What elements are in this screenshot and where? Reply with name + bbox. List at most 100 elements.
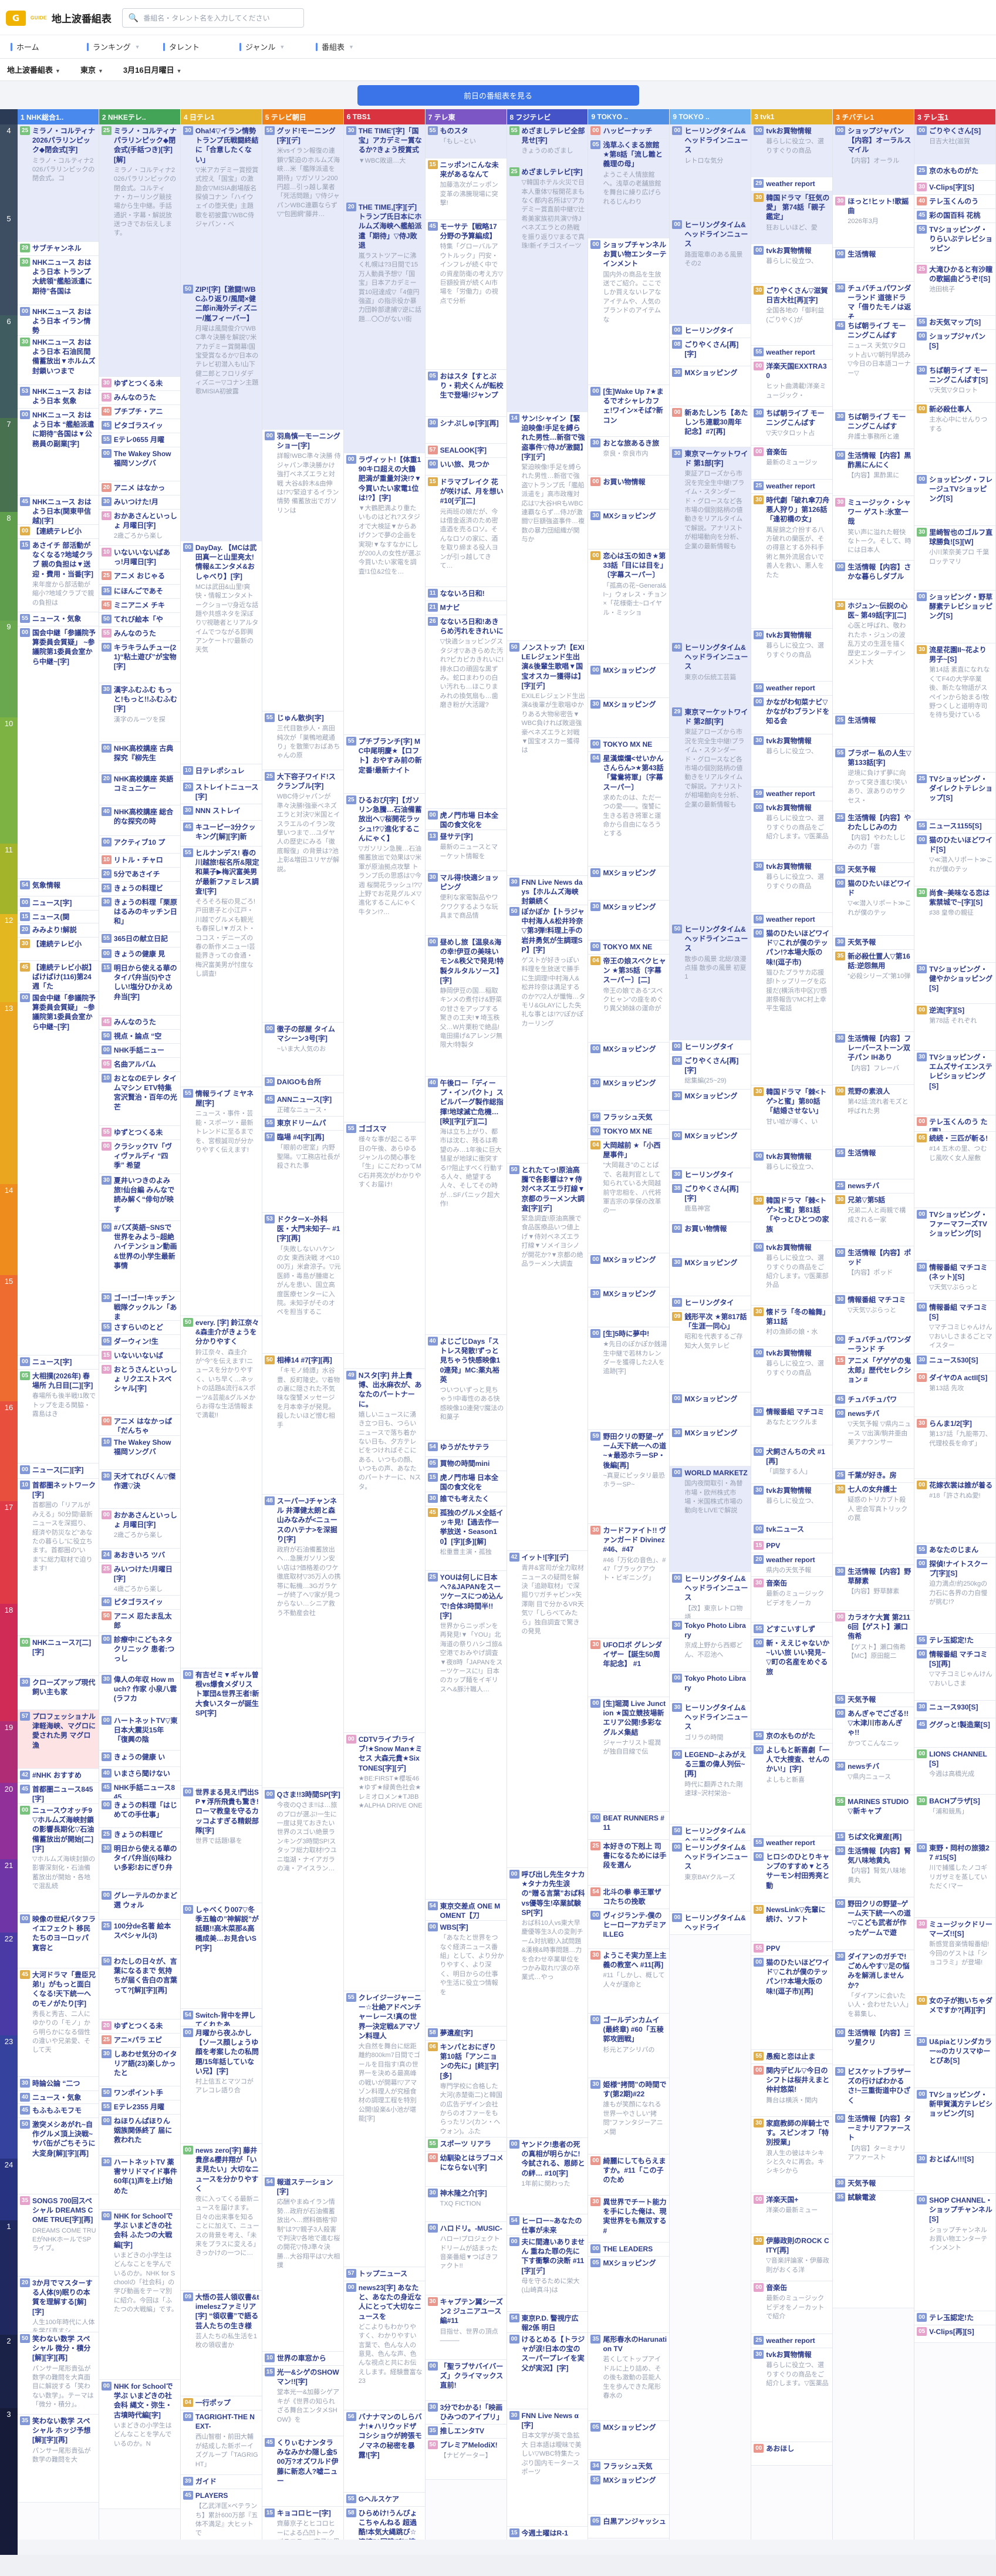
program-cell[interactable]: 40 プチプチ・アニ bbox=[99, 405, 180, 419]
program-cell[interactable]: 30 偉人の年収 How much? 作家 小泉八雲(ラフカ bbox=[99, 1673, 180, 1714]
program-cell[interactable]: 30 tvkお買物情報 暮らしに役立つ、選りすぐりの商品 bbox=[751, 629, 833, 682]
program-cell[interactable]: 00 きょうの健康 見 bbox=[99, 948, 180, 962]
program-cell[interactable]: 05 V-Clips[再][S] bbox=[914, 2325, 996, 2343]
program-cell[interactable]: 25 weather report bbox=[751, 480, 833, 494]
program-cell[interactable]: 50 ヒーリングタイム&ヘッドライ bbox=[670, 1825, 751, 1841]
program-cell[interactable]: 55 めざましテレビ全部見せ[字] きょうのめざまし bbox=[507, 124, 588, 166]
program-cell[interactable]: 45 キユーピー3分クッキング[解][字]新 bbox=[180, 821, 262, 847]
program-cell[interactable]: 15 光一&シゲのSHOWマン!![字] 堂本光一&加藤シゲアキが《世界の知られざる… bbox=[262, 2366, 343, 2436]
program-cell[interactable]: 30 情報番組 マチコミ(ネット)[S] ▽天気▽ぶらっと bbox=[914, 1261, 996, 1301]
program-cell[interactable]: 30 tvkお買物情報 暮らしに役立つ、選りすぐりの商品 bbox=[751, 860, 833, 913]
program-cell[interactable]: 00 BEAT RUNNERS #11 bbox=[588, 1812, 670, 1840]
program-cell[interactable]: 30 尚食~美味なる恋は紫禁城で~[字][S] ♯38 皇帝の親征 bbox=[914, 886, 996, 963]
program-cell[interactable]: 50 ヒーリングタイム&ヘッドラインニュース 散歩の風景 北総/浪漫点描 散歩の風景… bbox=[670, 923, 751, 1040]
program-cell[interactable]: 00 音楽缶 最新のミュージックビデオをノーカットで紹介 bbox=[751, 2281, 833, 2334]
program-cell[interactable]: 15 ニッポン!こんな未来があるなんて 加藤浩次がニッポン変革の沸騰現場に突撃! bbox=[425, 159, 507, 220]
program-cell[interactable]: 30 神木隆之介[字] TXQ FICTION bbox=[425, 2187, 507, 2222]
program-cell[interactable]: 00 TOKYO MX NE bbox=[588, 1125, 670, 1139]
program-cell[interactable]: 30 NHKニュース おはよう日本 トランプ大統領“艦船派遣に期待”各国は bbox=[18, 256, 99, 305]
program-cell[interactable]: 30 NHKニュース おはよう日本 石油民間備蓄放出▼ホルムズ封鎖いつまで bbox=[18, 336, 99, 385]
program-cell[interactable]: 30 Tokyo Photo Library 京成上野から西郷どん、不忍池へ bbox=[670, 1619, 751, 1672]
program-cell[interactable]: 00 MXショッピング bbox=[588, 1043, 670, 1077]
program-cell[interactable]: 20 アニメ はなかっ bbox=[99, 481, 180, 495]
program-cell[interactable]: 30 MXショッピング bbox=[588, 698, 670, 738]
program-cell[interactable]: 55 グッド!モーニング[字][デ] 米vsイラン報復の連鎖▽緊迫のホルムズ海峡…米… bbox=[262, 124, 343, 430]
program-cell[interactable]: 25 TVショッピング・ダイレクトテレショップ[S] bbox=[914, 773, 996, 820]
program-cell[interactable]: 25 生活情報【内容】やわたしじみの力 【内容】やわたしじみの力「雲 bbox=[833, 811, 914, 863]
program-cell[interactable]: 25 本好きの下剋上 司書になるためには手段を選ん bbox=[588, 1840, 670, 1886]
program-cell[interactable]: 54 ヒーロー~あなたの仕事が未来 bbox=[507, 2214, 588, 2236]
program-cell[interactable]: 20 NHK高校講座 英語コミュニケー bbox=[99, 773, 180, 805]
program-cell[interactable]: 30 明日から使える華のタイパ弁当(6)味わい多彩!おにぎり弁 bbox=[99, 1842, 180, 1889]
program-cell[interactable]: 09 TAGRIGHT-THE NEXT- 西山智樹・前田大輔が結成した新ボーイズグ… bbox=[180, 2410, 262, 2475]
program-cell[interactable]: 42 #NHK おすすめ bbox=[18, 1769, 99, 1783]
program-cell[interactable]: 30 MXショッピング bbox=[588, 1077, 670, 1111]
program-cell[interactable]: 00 CDTVライブ!ライブ!★Snow Man★ミセス 大森元貴★SixTONE… bbox=[343, 1733, 425, 1991]
program-cell[interactable]: 00 お買い物情報 bbox=[670, 1222, 751, 1256]
program-cell[interactable]: 00 ショッピング・フレージュTVショッピング[S] bbox=[914, 473, 996, 526]
nav-item-5[interactable]: 番組表 ▼ bbox=[308, 35, 384, 58]
program-cell[interactable]: 45 モーサテ【戦略17分野の予算編成】 特集「グローバルアウトルック」円安・インフ… bbox=[425, 220, 507, 370]
program-cell[interactable]: 30 カードファイト!! ヴァンガード Divinez #46、#47 #46「万化… bbox=[588, 1524, 670, 1638]
program-cell[interactable]: 35 SONGS 700回スペシャル DREAMS COME TRUE[字][再]… bbox=[18, 2194, 99, 2277]
program-cell[interactable]: 59 フラッシュ天気 bbox=[588, 1111, 670, 1125]
program-cell[interactable]: 00 ヒーリングタイム&ヘッドラインニュース 東京BAYクルーズ bbox=[670, 1841, 751, 1911]
program-cell[interactable]: 30 七人の女弁護士 疑惑のトリカブト殺人 密会写真トリックの罠 bbox=[833, 1483, 914, 1565]
program-cell[interactable]: 15 PPV bbox=[751, 1539, 833, 1553]
program-cell[interactable]: 10 いないいないばあっ!月曜日[字] bbox=[99, 546, 180, 569]
program-cell[interactable]: 00 LIONS CHANNEL[S] 今週は高橋光成 bbox=[914, 1748, 996, 1795]
program-cell[interactable]: 55 愚痴と恋は止ま bbox=[751, 2050, 833, 2064]
program-cell[interactable]: 30 情報番組 マチコミ ▽天気▽ぶらっと bbox=[833, 1293, 914, 1333]
program-cell[interactable]: 04 一行ポップ bbox=[180, 2396, 262, 2410]
program-cell[interactable]: 39 ガイド bbox=[180, 2475, 262, 2489]
program-cell[interactable]: 45 チュバチュパワ bbox=[833, 1393, 914, 1407]
program-cell[interactable]: 25 アニメ おじゃる bbox=[99, 569, 180, 585]
program-cell[interactable]: 35 笑わない数学 スペシャル ホッジ予想[解][字][再] パンサー尾形貴弘が数学… bbox=[18, 2415, 99, 2503]
program-cell[interactable]: 00 ハートネットTV▽東日本大震災15年「復興の陰 bbox=[99, 1714, 180, 1751]
program-cell[interactable]: 26 なないろ日和!あきらめ汚れをきれいに ▽快適ショッピングスタジオ▽あきらめた汚… bbox=[425, 615, 507, 809]
program-cell[interactable]: 54 東京P.D. 警視庁広報2係 明日 bbox=[507, 2312, 588, 2333]
program-cell[interactable]: 40 ヒーリングタイム&ヘッドラインニュース 東京の伝統工芸篇 bbox=[670, 641, 751, 706]
program-cell[interactable]: 30 ミュージック・シャワー ゲスト:氷室一哉 笑い声に溢れた軽快なトーク。そして、… bbox=[833, 496, 914, 561]
program-cell[interactable]: 00 キラキラムチュー(21)“粘土遊び”が宝物[字] bbox=[99, 641, 180, 683]
program-cell[interactable]: 30 マル得!快適ショッピング 便利な家電製品やワクワクするような玩具まで商品情 bbox=[425, 871, 507, 936]
channel-header-4[interactable]: 5 テレビ朝日 bbox=[262, 109, 343, 124]
program-cell[interactable]: 00 羽鳥慎一モーニングショー[字] 詳報!WBC準々決勝 侍ジャパン準決勝かけ強打… bbox=[262, 430, 343, 712]
program-cell[interactable]: 00 けるとめる【トラジャが涙!日本の宝のスーパープレイを実父が実況】[字] bbox=[507, 2333, 588, 2409]
program-cell[interactable]: 30 TVショッピング・エムズサイエンステレビショッピング[S] bbox=[914, 1051, 996, 1115]
program-cell[interactable]: 30 韓国ドラマ「棘<トゲ>と蜜」第80話「結婚させない」 甘い嘘が導く、い bbox=[751, 1085, 833, 1150]
program-cell[interactable]: 54 Switch-背中を押してくれたあ bbox=[180, 2009, 262, 2027]
program-cell[interactable]: 54 気象情報 bbox=[18, 879, 99, 896]
program-cell[interactable]: 00 テレ玉くんのう た[再] bbox=[914, 1115, 996, 1132]
program-cell[interactable]: 00 ヤンドク!患者の死の真相が明らかに!今試される、恩師との絆… #10[字] 1… bbox=[507, 2138, 588, 2214]
program-cell[interactable]: 25 weather report bbox=[751, 2334, 833, 2348]
program-cell[interactable]: 59 野田クリの野望~ゲーム天下統一への道~★最恐ホラーSP・後編[再] ~真夏にピ… bbox=[588, 1430, 670, 1524]
nav-item-4[interactable]: ジャンル ▼ bbox=[231, 35, 308, 58]
program-cell[interactable]: 00 ショップジャパン【内容】オーラルスマイル 【内容】オーラル bbox=[833, 124, 914, 195]
program-cell[interactable]: 00 SHOP CHANNEL・ショップチャンネル[S] ショップチャンネルお買い物… bbox=[914, 2194, 996, 2311]
program-cell[interactable]: 25 きょうの料理ビ bbox=[99, 882, 180, 896]
program-cell[interactable]: 55 ニュース1155[S] bbox=[914, 820, 996, 834]
program-cell[interactable]: 00 news zero[字] 藤井貴彦&櫻井翔が「いま見たい」大切なニュースを分… bbox=[180, 2144, 262, 2291]
program-cell[interactable]: 55 Eテレ0655 月曜 bbox=[99, 433, 180, 447]
program-cell[interactable]: 30 チュバチュパワンダーランド 道徳ドラマ「借りたモノは返そ bbox=[833, 282, 914, 319]
program-cell[interactable]: 55 Eテレ2355 月曜 bbox=[99, 2100, 180, 2115]
program-cell[interactable]: 30 ハートネットTV 薬害サリドマイド事件60年(1)声を上げ始めた bbox=[99, 2156, 180, 2210]
program-cell[interactable]: 00 有吉ゼミ▼ギャル曽根vs爆食メダリスト軍団&世界王者!新大食いスターが誕生S… bbox=[180, 1668, 262, 1786]
program-cell[interactable]: 50 相棒14 #7[字][再] 「キモノ綺譚」水谷豊、反町隆史。▽着物の裏に隠され… bbox=[262, 1354, 343, 1495]
program-cell[interactable]: 00 ハロドリ。-MUSIC- ハロー!プロジェクトドリームが詰まった音楽番組▼つば… bbox=[425, 2222, 507, 2295]
program-cell[interactable]: 35 にほんごであそ bbox=[99, 585, 180, 599]
nav-item-1[interactable]: ホーム bbox=[2, 35, 79, 58]
program-cell[interactable]: 00 洋楽天国+ 洋楽の最新ミュー bbox=[751, 2193, 833, 2234]
program-cell[interactable]: 30 ゆずとつくる未 bbox=[99, 377, 180, 391]
program-cell[interactable]: 30 MXショッピング bbox=[670, 1427, 751, 1466]
program-cell[interactable]: 00 NHK for Schoolで学ぶ いまどきの社会科 縄文・弥生・古墳時代編… bbox=[99, 2380, 180, 2509]
program-cell[interactable]: 00 情報番組 マチコミ[S][再] ▽マチコミじゃんけん▽おいしさま bbox=[914, 1648, 996, 1701]
program-cell[interactable]: 48 スーパーJチャンネル 井澤健太朗と森山みなみが<ニュースのハテナ>を深掘り[… bbox=[262, 1495, 343, 1788]
program-cell[interactable]: 30 TVショッピング・健やかショッピング[S] bbox=[914, 963, 996, 1004]
program-cell[interactable]: 05 MXショッピング bbox=[588, 2257, 670, 2333]
program-cell[interactable]: 45 ANNニュース[字] 正確なニュース・ bbox=[262, 1093, 343, 1117]
program-cell[interactable]: 45 大河ドラマ「豊臣兄弟!」がもっと面白くなる!天下統一へのモノがたり[字] 秀長… bbox=[18, 1968, 99, 2077]
program-cell[interactable]: 55 ゆずとつくる未 bbox=[99, 1126, 180, 1140]
program-cell[interactable]: 45 くりぃむナンタラ みなみかわ隠し金500万?オズワルド伊藤に新恋人?嘘ニュー bbox=[262, 2436, 343, 2507]
